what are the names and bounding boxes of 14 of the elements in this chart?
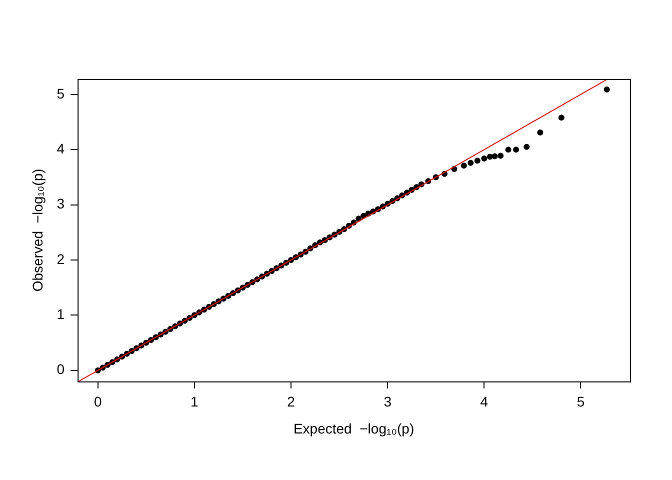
y-tick-label: 0: [56, 361, 65, 378]
x-tick-label: 5: [576, 394, 585, 410]
x-tick-label: 4: [480, 394, 488, 410]
y-tick-label: 3: [56, 196, 65, 212]
x-tick-label: 3: [384, 394, 392, 410]
x-tick-label: 1: [190, 394, 199, 410]
x-tick-label: 0: [94, 394, 102, 410]
y-tick-label: 2: [56, 250, 65, 267]
x-tick-label: 2: [287, 394, 296, 410]
y-tick-label: 4: [56, 140, 65, 156]
x-axis-title: Expected −log₁₀(p): [293, 420, 414, 436]
y-tick-label: 1: [56, 306, 65, 322]
y-tick-label: 5: [56, 85, 65, 102]
y-axis-title: Observed −log₁₀(p): [29, 168, 46, 292]
